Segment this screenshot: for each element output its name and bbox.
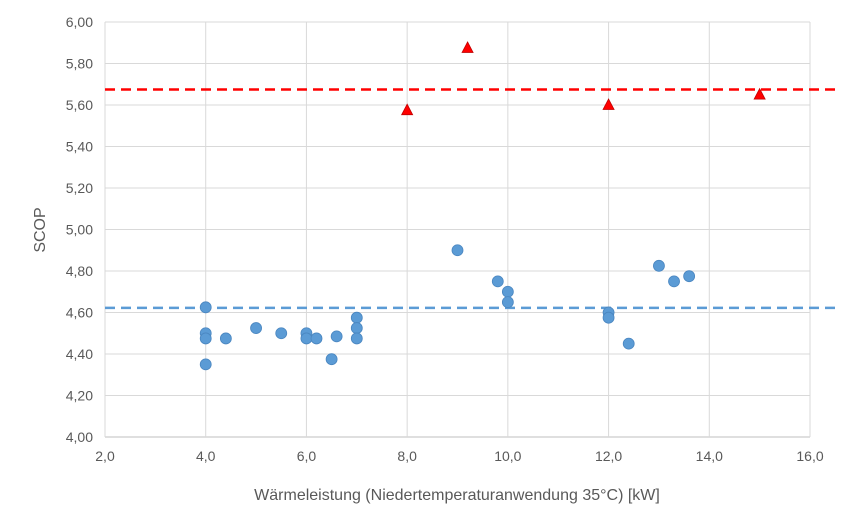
y-axis-label: SCOP bbox=[32, 207, 49, 252]
x-tick-label: 8,0 bbox=[397, 448, 417, 464]
data-point-circle bbox=[622, 337, 635, 350]
y-tick-label: 5,00 bbox=[66, 222, 93, 238]
data-point-circle bbox=[199, 301, 212, 314]
data-point-triangle bbox=[753, 87, 766, 100]
x-tick-label: 14,0 bbox=[696, 448, 723, 464]
data-point-circle bbox=[310, 332, 323, 345]
y-tick-label: 5,80 bbox=[66, 56, 93, 72]
y-tick-label: 5,40 bbox=[66, 139, 93, 155]
data-point-circle bbox=[300, 332, 313, 345]
data-point-circle bbox=[350, 322, 363, 334]
y-tick-label: 4,00 bbox=[66, 429, 93, 445]
y-tick-label: 4,80 bbox=[66, 263, 93, 279]
data-point-circle bbox=[250, 322, 262, 334]
y-tick-label: 5,20 bbox=[66, 180, 93, 196]
x-tick-label: 12,0 bbox=[595, 448, 622, 464]
data-point-circle bbox=[501, 296, 514, 309]
reference-lines bbox=[105, 88, 840, 310]
x-tick-label: 4,0 bbox=[196, 448, 216, 464]
x-axis-label: Wärmeleistung (Niedertemperaturanwendung… bbox=[254, 487, 660, 504]
data-point-circle bbox=[350, 311, 363, 324]
data-point-triangle bbox=[400, 103, 414, 116]
y-tick-label: 4,40 bbox=[66, 346, 93, 362]
x-tick-label: 16,0 bbox=[796, 448, 823, 464]
y-tick-label: 5,60 bbox=[66, 97, 93, 113]
data-points bbox=[199, 41, 766, 371]
data-point-circle bbox=[219, 332, 232, 345]
data-point-circle bbox=[325, 353, 338, 366]
x-tick-label: 2,0 bbox=[95, 448, 115, 464]
data-point-circle bbox=[668, 275, 680, 288]
x-tick-label: 10,0 bbox=[494, 448, 521, 464]
tick-labels: 4,00 4,20 4,40 4,60 4,80 5,00 5,20 5,40 5,60 5,80… bbox=[66, 14, 824, 464]
x-tick-label: 6,0 bbox=[297, 448, 317, 464]
data-point-triangle bbox=[461, 41, 474, 53]
data-point-circle bbox=[451, 244, 464, 257]
data-point-circle bbox=[199, 332, 212, 345]
data-point-circle bbox=[501, 285, 514, 298]
data-point-circle bbox=[683, 270, 696, 283]
data-point-circle bbox=[350, 332, 363, 345]
y-tick-label: 4,60 bbox=[66, 305, 93, 321]
gridlines bbox=[104, 21, 811, 438]
data-point-circle bbox=[330, 330, 343, 343]
data-point-circle bbox=[602, 311, 615, 324]
data-point-circle bbox=[199, 358, 212, 371]
data-point-circle bbox=[491, 275, 504, 288]
y-tick-label: 4,20 bbox=[66, 388, 93, 404]
data-point-triangle bbox=[602, 98, 615, 110]
y-tick-label: 6,00 bbox=[66, 14, 93, 30]
data-point-circle bbox=[275, 327, 288, 340]
data-point-circle bbox=[653, 259, 665, 272]
